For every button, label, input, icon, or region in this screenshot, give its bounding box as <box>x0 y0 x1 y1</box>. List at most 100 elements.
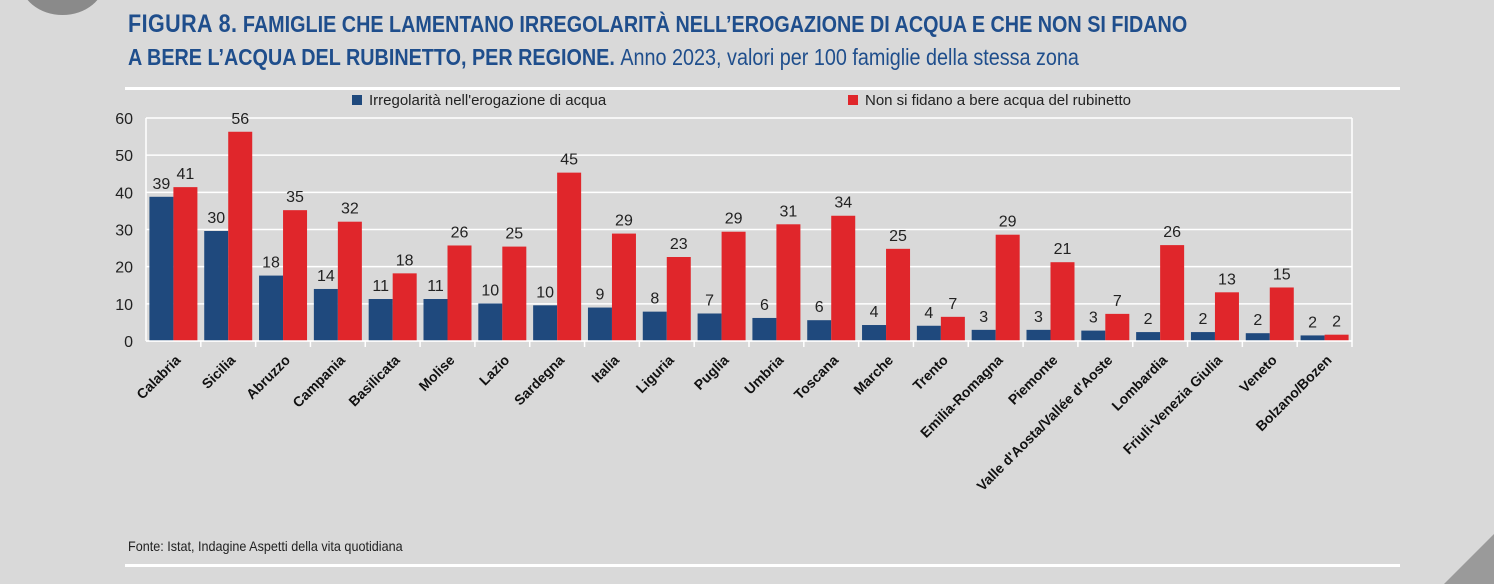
data-label: 56 <box>231 111 249 128</box>
data-label: 7 <box>1113 293 1122 310</box>
data-label: 2 <box>1253 312 1262 329</box>
data-label: 4 <box>870 304 879 321</box>
x-tick-label: Sardegna <box>511 352 568 409</box>
x-tick-label: Liguria <box>633 352 677 396</box>
data-label: 35 <box>286 189 304 206</box>
x-tick-label: Trento <box>909 352 951 394</box>
x-tick-label: Basilicata <box>345 352 403 410</box>
x-tick-label: Umbria <box>741 352 787 398</box>
title-line-1: FAMIGLIE CHE LAMENTANO IRREGOLARITÀ NELL… <box>242 11 1188 37</box>
x-tick-label: Puglia <box>691 352 732 393</box>
data-label: 2 <box>1144 311 1153 328</box>
bar-irregolarita <box>368 299 393 341</box>
bar-irregolarita <box>1300 335 1325 341</box>
y-tick-label: 50 <box>115 148 133 165</box>
bar-non-si-fidano <box>337 221 362 341</box>
bar-non-si-fidano <box>1324 334 1349 341</box>
bar-non-si-fidano <box>776 224 801 341</box>
data-label: 45 <box>560 152 578 169</box>
bar-irregolarita <box>1190 332 1215 341</box>
bar-non-si-fidano <box>1050 262 1075 341</box>
data-label: 9 <box>596 287 605 304</box>
data-label: 2 <box>1308 314 1317 331</box>
bar-non-si-fidano <box>940 316 965 341</box>
legend-swatch-non-si-fidano <box>848 95 858 105</box>
data-label: 14 <box>317 268 335 285</box>
legend-label: Irregolarità nell'erogazione di acqua <box>369 92 607 109</box>
data-label: 7 <box>948 296 957 313</box>
x-tick-label: Sicilia <box>198 352 238 392</box>
bar-irregolarita <box>752 317 777 341</box>
data-label: 7 <box>705 292 714 309</box>
bar-irregolarita <box>1026 329 1051 341</box>
bar-non-si-fidano <box>1269 287 1294 341</box>
data-label: 41 <box>177 166 195 183</box>
data-label: 29 <box>999 214 1017 231</box>
x-tick-label: Calabria <box>133 352 184 403</box>
bar-irregolarita <box>916 325 941 341</box>
data-label: 29 <box>615 213 633 230</box>
data-label: 6 <box>760 297 769 314</box>
bar-irregolarita <box>478 303 503 341</box>
bar-irregolarita <box>204 230 229 341</box>
data-label: 13 <box>1218 271 1236 288</box>
data-label: 4 <box>924 305 933 322</box>
legend-swatch-irregolarita <box>352 95 362 105</box>
data-label: 25 <box>505 226 523 243</box>
data-label: 39 <box>153 176 171 193</box>
bar-irregolarita <box>313 288 338 341</box>
data-label: 21 <box>1054 241 1072 258</box>
bar-irregolarita <box>259 275 284 341</box>
x-tick-label: Piemonte <box>1005 352 1061 408</box>
figure-label: FIGURA 8. <box>128 10 238 38</box>
x-tick-label: Toscana <box>791 352 842 403</box>
x-tick-label: Veneto <box>1236 352 1280 396</box>
bar-non-si-fidano <box>557 172 582 341</box>
bar-non-si-fidano <box>228 131 253 341</box>
legend-label: Non si fidano a bere acqua del rubinetto <box>865 92 1131 109</box>
data-label: 32 <box>341 201 359 218</box>
bottom-divider <box>125 564 1400 567</box>
bar-irregolarita <box>149 196 174 341</box>
bar-non-si-fidano <box>447 245 472 341</box>
data-label: 18 <box>396 252 414 269</box>
bar-irregolarita <box>1081 330 1106 341</box>
top-divider <box>125 87 1400 90</box>
bar-irregolarita <box>423 299 448 341</box>
bar-non-si-fidano <box>666 257 691 341</box>
bar-non-si-fidano <box>1214 292 1239 341</box>
x-tick-label: Abruzzo <box>243 352 293 402</box>
bar-non-si-fidano <box>831 215 856 341</box>
bar-non-si-fidano <box>995 234 1020 341</box>
data-label: 15 <box>1273 266 1291 283</box>
data-label: 11 <box>372 278 389 295</box>
data-label: 10 <box>536 284 554 301</box>
data-label: 34 <box>834 195 852 212</box>
x-tick-label: Italia <box>588 352 622 386</box>
y-tick-label: 60 <box>115 111 133 128</box>
data-label: 10 <box>481 282 499 299</box>
x-tick-label: Campania <box>289 352 348 411</box>
data-label: 6 <box>815 299 824 316</box>
x-tick-label: Lazio <box>476 352 513 389</box>
bar-irregolarita <box>971 329 996 341</box>
data-label: 23 <box>670 236 688 253</box>
y-tick-label: 0 <box>124 334 133 351</box>
x-tick-label: Friuli-Venezia Giulia <box>1120 352 1226 458</box>
decorative-corner <box>1444 534 1494 584</box>
data-label: 2 <box>1332 314 1341 331</box>
bar-non-si-fidano <box>1160 245 1185 341</box>
bar-non-si-fidano <box>611 233 636 341</box>
data-label: 2 <box>1199 311 1208 328</box>
bar-irregolarita <box>862 325 887 341</box>
bar-irregolarita <box>1136 332 1161 341</box>
bar-non-si-fidano <box>392 273 417 341</box>
title-line-2: A BERE L’ACQUA DEL RUBINETTO, PER REGION… <box>128 44 615 70</box>
data-label: 11 <box>427 278 444 295</box>
x-tick-label: Marche <box>850 352 896 398</box>
bar-irregolarita <box>642 311 667 341</box>
bar-non-si-fidano <box>721 231 746 341</box>
data-label: 25 <box>889 228 907 245</box>
bar-non-si-fidano <box>283 210 308 341</box>
